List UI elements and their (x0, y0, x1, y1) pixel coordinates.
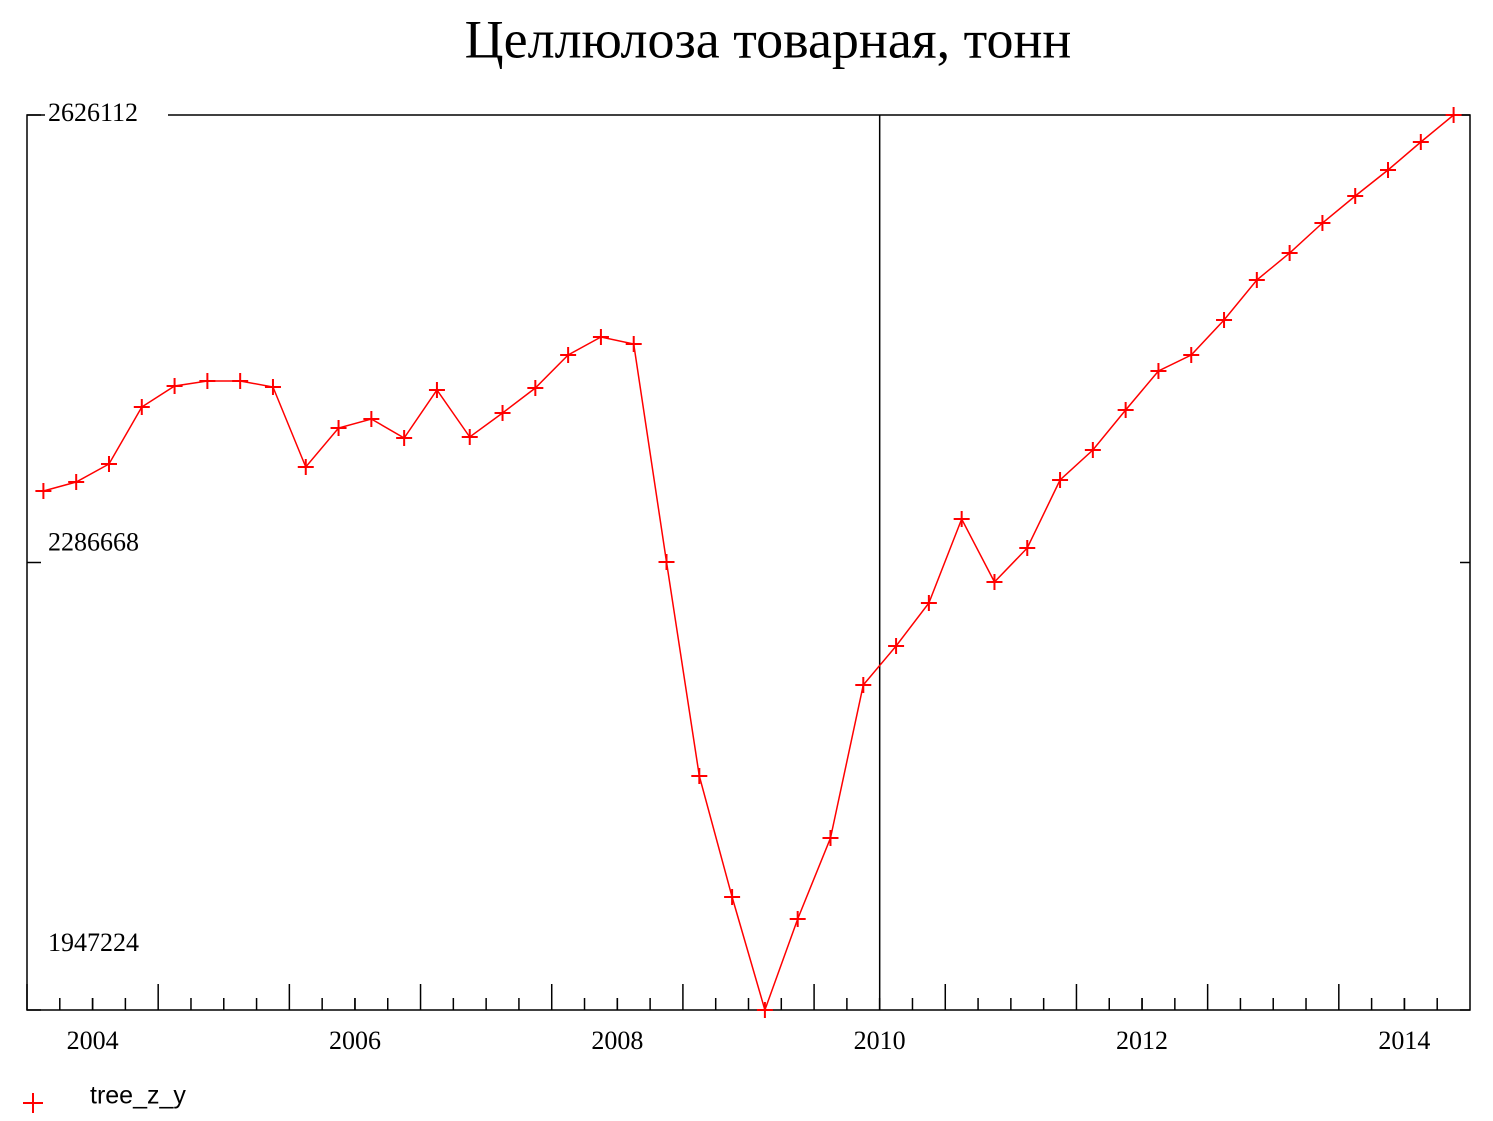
point-marker (232, 373, 249, 390)
x-tick-label: 2006 (329, 1026, 381, 1055)
point-marker (461, 429, 478, 446)
point-marker (1281, 245, 1298, 262)
point-marker (1445, 107, 1462, 123)
point-marker (133, 399, 150, 416)
point-marker (1084, 442, 1101, 459)
point-marker (1216, 312, 1233, 329)
point-marker (35, 483, 52, 500)
point-marker (494, 405, 511, 422)
point-marker (100, 456, 117, 473)
y-tick-label: 2626112 (48, 98, 138, 127)
point-marker (68, 474, 85, 491)
point-marker (1248, 272, 1265, 289)
point-marker (396, 430, 413, 447)
point-marker (1150, 363, 1167, 380)
point-marker (953, 511, 970, 528)
point-marker (789, 911, 806, 928)
legend-text: tree_z_y (90, 1082, 186, 1110)
x-tick-label: 2012 (1116, 1026, 1168, 1055)
point-marker (560, 347, 577, 364)
point-marker (1412, 134, 1429, 151)
point-marker (330, 420, 347, 437)
point-marker (166, 378, 183, 395)
x-tick-label: 2014 (1378, 1026, 1430, 1055)
plot-frame (26, 114, 1471, 1011)
y-tick-label: 2286668 (48, 527, 139, 556)
point-marker (1314, 215, 1331, 232)
point-marker (986, 574, 1003, 591)
point-marker (199, 373, 216, 390)
point-marker (1019, 540, 1036, 557)
x-tick-label: 2008 (591, 1026, 643, 1055)
point-marker (756, 1002, 773, 1018)
label-bg (45, 102, 168, 128)
x-tick-label: 2010 (854, 1026, 906, 1055)
point-marker (822, 830, 839, 847)
point-marker (691, 768, 708, 785)
point-marker (1380, 162, 1397, 179)
x-tick-label: 2004 (67, 1026, 119, 1055)
point-marker (724, 889, 741, 905)
point-marker (888, 638, 905, 655)
point-marker (1183, 347, 1200, 364)
legend-marker (23, 1093, 43, 1113)
point-marker (363, 411, 380, 428)
point-marker (297, 459, 314, 476)
point-marker (625, 336, 642, 353)
point-marker (428, 382, 445, 399)
point-marker (920, 595, 937, 612)
point-marker (592, 329, 609, 346)
point-marker (1117, 402, 1134, 419)
point-marker (658, 554, 675, 571)
series-line (43, 114, 1455, 1013)
point-marker (855, 677, 872, 694)
point-marker (1052, 472, 1069, 489)
point-marker (264, 379, 281, 396)
y-tick-label: 1947224 (48, 928, 139, 957)
chart-title: Целлюлоза товарная, тонн (465, 9, 1072, 69)
point-marker (527, 380, 544, 397)
point-marker (1347, 188, 1364, 205)
